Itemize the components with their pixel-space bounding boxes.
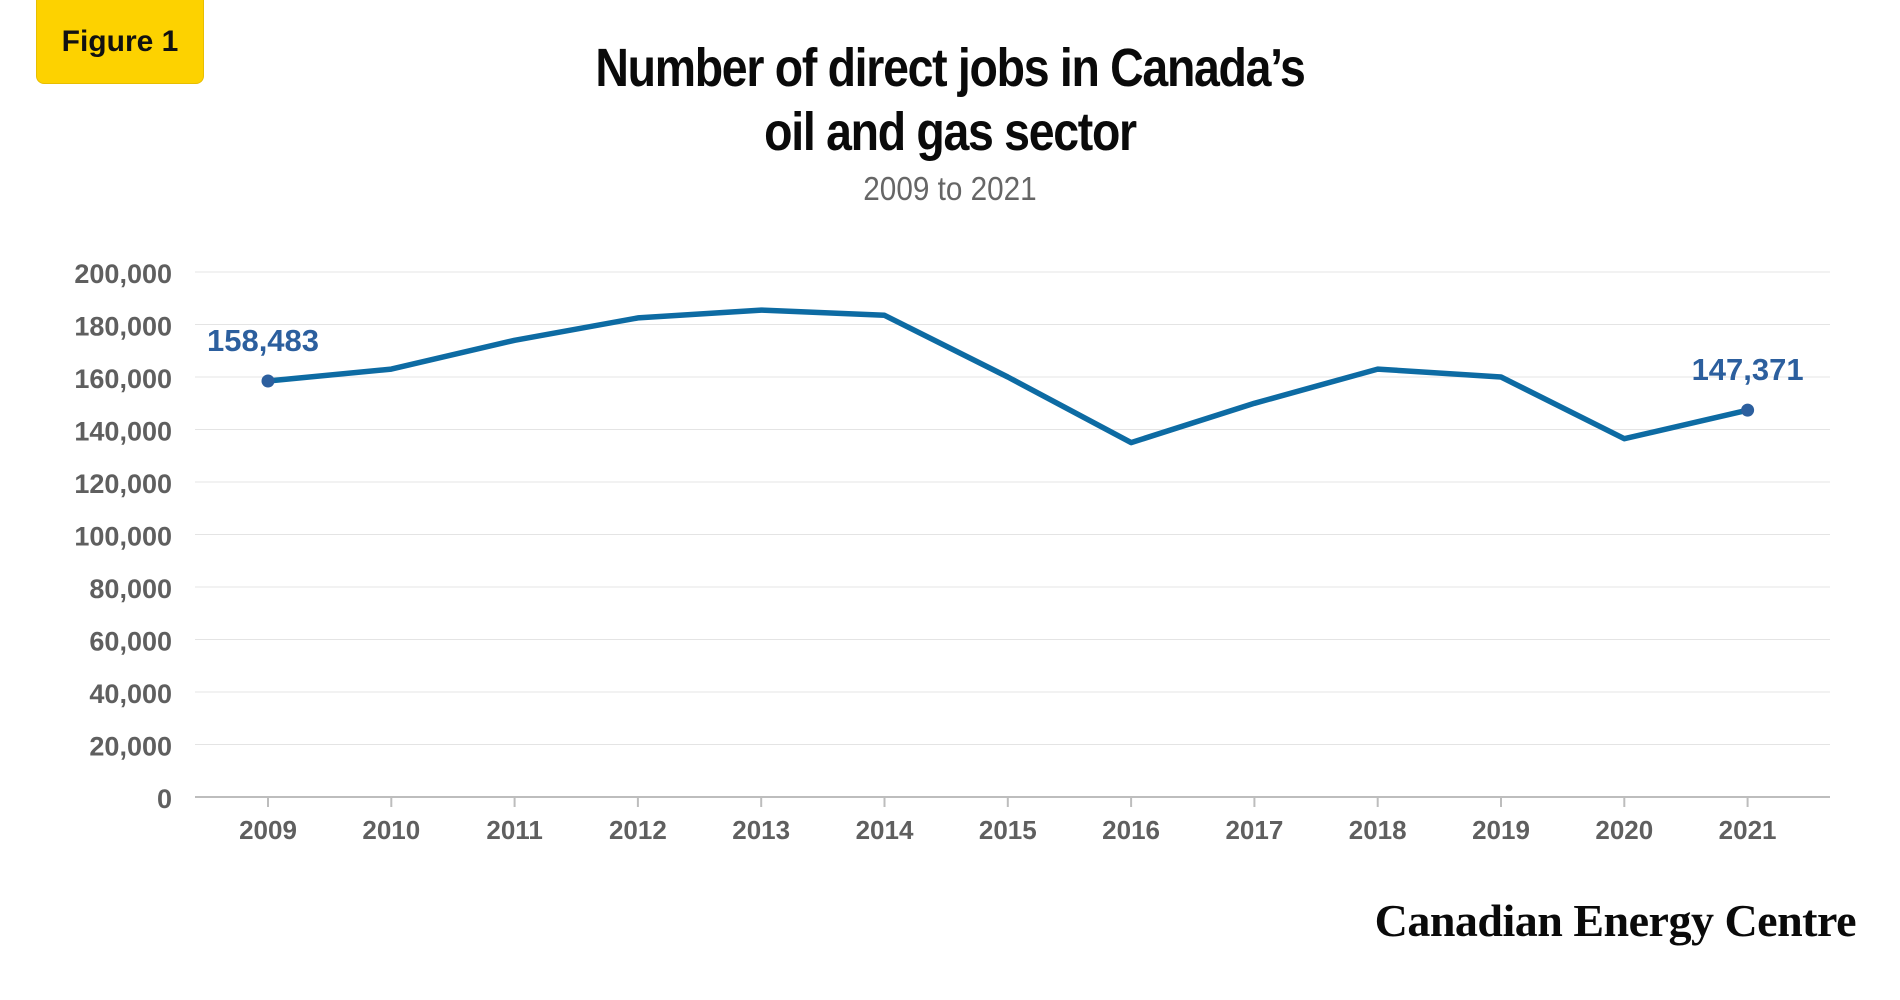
chart-title-line1: Number of direct jobs in Canada’s — [595, 38, 1305, 98]
x-tick-label: 2019 — [1472, 815, 1530, 845]
y-tick-label: 60,000 — [89, 627, 172, 657]
y-tick-label: 180,000 — [74, 312, 172, 342]
x-axis: 2009 2010 2011 2012 2013 2014 2015 2016 2017 2018… — [195, 796, 1830, 845]
x-tick-label: 2020 — [1595, 815, 1653, 845]
data-label: 158,483 — [207, 323, 319, 358]
y-tick-label: 0 — [157, 784, 172, 814]
x-tick-label: 2016 — [1102, 815, 1160, 845]
chart-title: Number of direct jobs in Canada’s oil an… — [133, 36, 1767, 164]
brand-logo: Canadian Energy Centre — [1374, 895, 1857, 946]
data-label: 147,371 — [1692, 352, 1804, 387]
data-point-marker — [1741, 403, 1755, 417]
x-tick-label: 2012 — [609, 815, 667, 845]
data-point-marker — [261, 374, 275, 388]
annotation-layer: 158,483 147,371 — [207, 323, 1804, 417]
x-tick-label: 2014 — [856, 815, 914, 845]
chart-subtitle: 2009 to 2021 — [863, 170, 1037, 207]
x-tick-label: 2009 — [239, 815, 297, 845]
series-line — [265, 307, 1751, 446]
series-layer — [265, 307, 1751, 446]
y-tick-label: 200,000 — [74, 259, 172, 289]
x-tick-label: 2018 — [1349, 815, 1407, 845]
y-tick-label: 80,000 — [89, 574, 172, 604]
x-tick-label: 2017 — [1225, 815, 1283, 845]
x-tick-label: 2013 — [732, 815, 790, 845]
y-tick-label: 20,000 — [89, 732, 172, 762]
figure-badge-label: Figure 1 — [61, 24, 179, 58]
grid-lines — [195, 271, 1830, 745]
x-tick-label: 2021 — [1719, 815, 1777, 845]
x-tick-label: 2010 — [362, 815, 420, 845]
figure-badge: Figure 1 — [36, 0, 204, 84]
y-tick-label: 140,000 — [74, 417, 172, 447]
y-tick-label: 40,000 — [89, 679, 172, 709]
y-tick-label: 100,000 — [74, 522, 172, 552]
x-tick-label: 2015 — [979, 815, 1037, 845]
y-tick-label: 120,000 — [74, 469, 172, 499]
x-tick-label: 2011 — [486, 815, 542, 845]
y-tick-label: 160,000 — [74, 364, 172, 394]
y-axis: 0 20,000 40,000 60,000 80,000 100,000 120,000 1… — [74, 259, 172, 814]
chart-title-line2: oil and gas sector — [764, 102, 1137, 162]
